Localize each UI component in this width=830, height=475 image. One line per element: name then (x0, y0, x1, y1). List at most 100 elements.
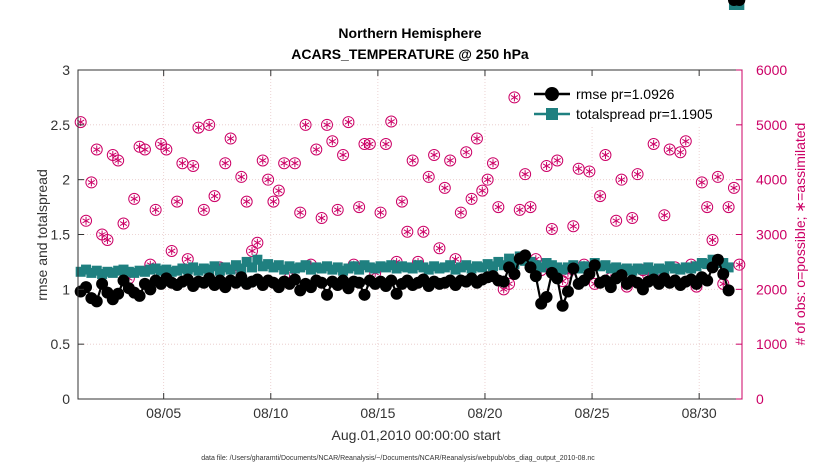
obs-count-marker (374, 206, 387, 219)
obs-assimilated-star-stroke (521, 171, 529, 177)
y-axis-label-right: # of obs: o=possible; ∗=assimilated (792, 123, 808, 346)
totalspread-point (257, 261, 268, 272)
obs-assimilated-star-stroke (628, 215, 636, 221)
rmse-point (615, 269, 628, 282)
obs-possible-circle (679, 135, 692, 148)
obs-count-marker (465, 192, 478, 205)
totalspread-point (664, 261, 675, 272)
obs-possible-circle (610, 214, 623, 227)
obs-assimilated-star-stroke (703, 204, 711, 210)
rmse-point (390, 287, 403, 300)
rmse-point (385, 274, 398, 287)
rmse-point (733, 0, 746, 6)
totalspread-point (332, 262, 343, 273)
obs-possible-circle (465, 192, 478, 205)
obs-possible-circle (128, 192, 141, 205)
obs-possible-circle (197, 203, 210, 216)
obs-count-marker (246, 244, 259, 257)
legend-box (530, 76, 736, 126)
totalspread-point (172, 265, 183, 276)
rmse-point (529, 270, 542, 283)
obs-assimilated-star-stroke (430, 152, 438, 158)
totalspread-point (439, 262, 450, 273)
totalspread-point (156, 265, 166, 276)
obs-count-marker (701, 201, 714, 214)
obs-count-marker (171, 195, 184, 208)
obs-assimilated-star-stroke (698, 179, 706, 185)
x-tick-label: 08/15 (360, 405, 395, 421)
obs-possible-circle (321, 118, 333, 131)
totalspread-point (418, 262, 429, 273)
obs-count-marker (647, 138, 660, 151)
totalspread-point (675, 264, 686, 275)
obs-count-marker (315, 212, 328, 225)
totalspread-point (209, 261, 220, 272)
obs-count-marker (674, 146, 687, 159)
totalspread-point (488, 261, 498, 272)
obs-count-marker (492, 201, 505, 214)
totalspread-point (354, 264, 365, 275)
obs-count-marker (519, 168, 532, 181)
y-tick-label-right: 0 (756, 391, 764, 407)
obs-assimilated-star-stroke (312, 147, 321, 152)
totalspread-point (691, 261, 702, 272)
obs-assimilated-star-stroke (323, 122, 331, 128)
totalspread-point (305, 264, 316, 275)
obs-possible-circle (171, 195, 184, 208)
obs-possible-circle (251, 236, 264, 249)
chart-title-line1: Northern Hemisphere (338, 25, 481, 41)
obs-count-marker (363, 138, 376, 151)
obs-possible-circle (149, 203, 162, 216)
obs-assimilated-star-stroke (730, 185, 738, 191)
obs-possible-circle (331, 203, 344, 216)
rmse-point (556, 299, 569, 312)
obs-assimilated-star-stroke (526, 204, 535, 210)
rmse-point (90, 295, 103, 308)
totalspread-point (434, 263, 445, 274)
obs-count-marker (203, 118, 216, 131)
obs-possible-circle (615, 173, 628, 186)
totalspread-point (241, 256, 252, 267)
chart-title-line2: ACARS_TEMPERATURE @ 250 hPa (291, 46, 529, 62)
obs-possible-circle (567, 220, 580, 233)
obs-assimilated-star-stroke (724, 204, 733, 210)
obs-possible-circle (187, 159, 200, 172)
totalspread-point (461, 260, 472, 271)
y-tick-label-left: 1 (62, 281, 70, 297)
y-tick-label-left: 1.5 (51, 227, 71, 243)
totalspread-point (509, 259, 520, 270)
obs-count-marker (310, 143, 323, 156)
obs-possible-circle (80, 214, 93, 227)
totalspread-point (289, 263, 300, 274)
rmse-point (519, 249, 532, 262)
totalspread-point (214, 265, 225, 276)
obs-count-marker (85, 176, 98, 189)
obs-count-marker (470, 132, 483, 145)
obs-count-marker (417, 225, 430, 238)
obs-assimilated-star-stroke (296, 210, 304, 215)
totalspread-point (102, 266, 113, 277)
obs-count-marker (337, 148, 350, 161)
obs-assimilated-star-stroke (103, 237, 112, 243)
x-axis-label: Aug.01,2010 00:00:00 start (332, 427, 501, 443)
obs-assimilated-star-stroke (210, 193, 219, 199)
totalspread-point (723, 262, 734, 273)
obs-possible-circle (454, 206, 467, 219)
totalspread-point (91, 265, 102, 276)
totalspread-point (423, 264, 434, 275)
obs-count-marker (197, 203, 210, 216)
obs-count-marker (294, 206, 307, 219)
totalspread-point (637, 264, 648, 275)
obs-assimilated-star-stroke (569, 223, 578, 229)
obs-assimilated-star-stroke (221, 160, 229, 166)
rmse-point (497, 275, 510, 288)
obs-assimilated-star-stroke (344, 119, 353, 125)
totalspread-point (386, 260, 397, 271)
obs-assimilated-star-stroke (167, 248, 176, 254)
obs-possible-circle (508, 91, 521, 104)
obs-possible-circle (294, 206, 307, 219)
obs-possible-circle (203, 118, 216, 131)
obs-count-marker (727, 181, 740, 194)
rmse-point (540, 291, 553, 304)
obs-count-marker (353, 201, 366, 214)
